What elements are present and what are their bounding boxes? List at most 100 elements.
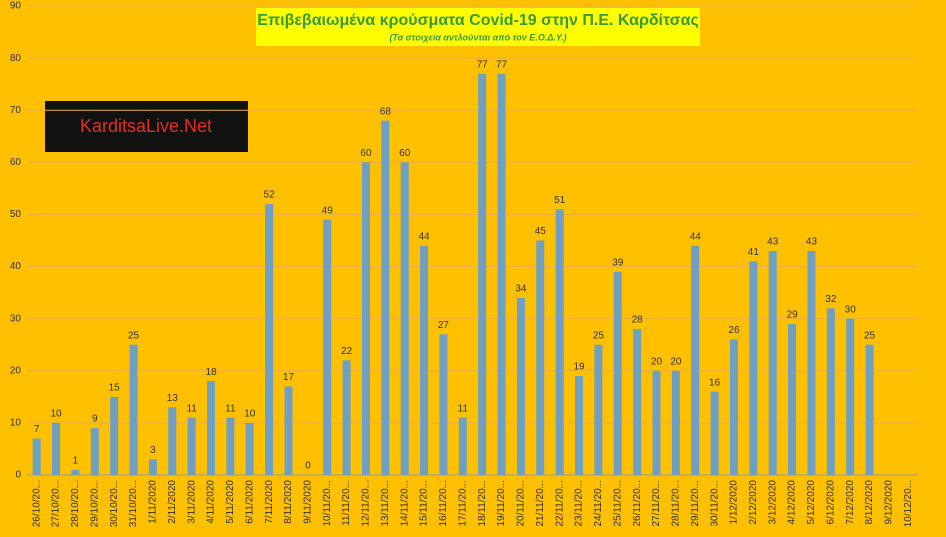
data-label: 19 [573, 362, 585, 373]
logo: KarditsaLive.Net [80, 116, 212, 136]
bar [710, 391, 719, 475]
x-tick-label: 27/11/20... [651, 480, 662, 527]
data-label: 22 [341, 346, 353, 357]
bar [671, 370, 680, 475]
bar [807, 250, 816, 475]
bar [729, 339, 738, 475]
chart-subtitle: (Τα στοιχεία αντλούνται από τον Ε.Ο.Δ.Υ.… [389, 32, 566, 42]
x-tick-label: 21/11/20... [535, 480, 546, 527]
bar [129, 344, 138, 475]
bar [613, 271, 622, 475]
data-label: 0 [305, 461, 311, 472]
x-tick-label: 7/12/2020 [845, 480, 856, 525]
data-label: 52 [264, 190, 276, 201]
bar [52, 422, 61, 475]
data-label: 7 [34, 424, 40, 435]
y-tick-label: 80 [10, 53, 22, 64]
x-tick-label: 23/11/20... [574, 480, 585, 527]
y-tick-label: 20 [10, 365, 22, 376]
x-tick-label: 27/10/20... [51, 480, 62, 527]
data-label: 28 [632, 315, 644, 326]
logo-box [45, 101, 248, 152]
data-label: 34 [515, 283, 527, 294]
title-box [256, 8, 700, 46]
bar [420, 245, 429, 475]
x-tick-label: 8/11/2020 [283, 480, 294, 524]
bar [361, 162, 370, 476]
data-label: 29 [787, 310, 799, 321]
bar [594, 344, 603, 475]
data-label: 16 [709, 377, 721, 388]
bar [478, 73, 487, 475]
bar [110, 396, 119, 475]
data-label: 27 [438, 320, 450, 331]
x-tick-label: 17/11/20... [457, 480, 468, 527]
data-label: 25 [864, 330, 876, 341]
data-label: 44 [690, 231, 702, 242]
data-label: 39 [612, 257, 624, 268]
x-tick-label: 29/10/20... [89, 480, 100, 527]
data-label: 77 [496, 59, 508, 70]
data-label: 17 [283, 372, 295, 383]
bar [226, 417, 235, 475]
x-tick-label: 22/11/20... [554, 480, 565, 527]
bar [652, 370, 661, 475]
data-label: 44 [419, 231, 431, 242]
data-label: 49 [322, 205, 334, 216]
y-tick-label: 90 [10, 1, 22, 12]
data-label: 11 [225, 403, 236, 414]
x-tick-label: 19/11/20... [496, 480, 507, 527]
data-label: 1 [73, 455, 79, 466]
data-label: 25 [128, 330, 140, 341]
data-label: 60 [360, 148, 372, 159]
x-tick-label: 9/11/2020 [302, 480, 313, 524]
x-tick-label: 10/11/20... [322, 480, 333, 527]
x-tick-label: 11/11/20... [341, 480, 352, 526]
bar [555, 209, 564, 475]
bar [865, 344, 874, 475]
x-tick-label: 2/11/2020 [167, 480, 178, 524]
data-label: 13 [167, 393, 179, 404]
bar [342, 360, 351, 475]
bar [846, 318, 855, 475]
x-tick-label: 7/11/2020 [264, 480, 275, 524]
x-tick-label: 6/11/2020 [244, 480, 255, 524]
bar [90, 428, 99, 475]
data-label: 60 [399, 148, 411, 159]
x-tick-label: 18/11/20... [477, 480, 488, 527]
x-tick-label: 26/11/20... [632, 480, 643, 527]
data-label: 77 [477, 59, 489, 70]
x-tick-label: 1/11/2020 [148, 480, 159, 524]
x-tick-label: 3/11/2020 [186, 480, 197, 524]
bar [323, 219, 332, 475]
y-tick-label: 70 [10, 105, 22, 116]
bar [633, 329, 642, 475]
bar [497, 73, 506, 475]
data-label: 10 [50, 409, 62, 420]
data-label: 11 [186, 403, 197, 414]
bar [768, 250, 777, 475]
x-tick-label: 31/10/20... [128, 480, 139, 527]
x-tick-label: 5/12/2020 [806, 480, 817, 525]
x-tick-label: 13/11/20... [380, 480, 391, 527]
bar [826, 308, 835, 475]
y-tick-label: 0 [15, 470, 21, 481]
bar [381, 120, 390, 476]
x-tick-label: 24/11/20... [593, 480, 604, 527]
bar [265, 204, 274, 475]
data-label: 11 [458, 403, 469, 414]
bar [536, 240, 545, 475]
y-tick-label: 30 [10, 313, 22, 324]
x-tick-label: 4/12/2020 [787, 480, 798, 525]
bar [71, 469, 80, 475]
x-tick-label: 4/11/2020 [206, 480, 217, 524]
bar [575, 375, 584, 475]
x-tick-label: 28/11/20... [671, 480, 682, 527]
x-tick-label: 12/11/20... [361, 480, 372, 527]
bar [458, 417, 467, 475]
data-label: 20 [670, 356, 682, 367]
data-label: 9 [92, 414, 98, 425]
data-label: 30 [845, 304, 857, 315]
